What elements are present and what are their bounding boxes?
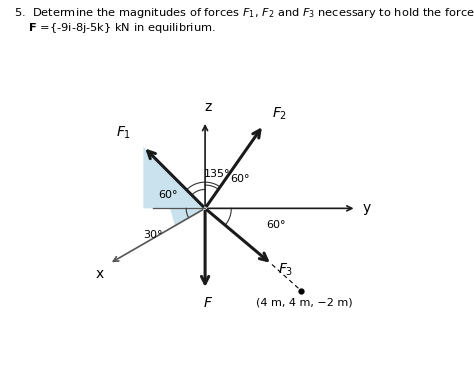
Text: 135°: 135° xyxy=(204,169,230,179)
Text: 30°: 30° xyxy=(143,230,163,240)
Polygon shape xyxy=(170,208,205,226)
Text: 60°: 60° xyxy=(158,190,177,200)
Text: (4 m, 4 m, −2 m): (4 m, 4 m, −2 m) xyxy=(255,298,352,308)
Text: z: z xyxy=(204,100,212,114)
Text: $F_2$: $F_2$ xyxy=(272,105,287,122)
Text: $F_1$: $F_1$ xyxy=(117,124,132,141)
Text: $\mathbf{F}$ ={-9i-8j-5k} kN in equilibrium.: $\mathbf{F}$ ={-9i-8j-5k} kN in equilibr… xyxy=(14,21,216,35)
Text: 5.  Determine the magnitudes of forces $F_1$, $F_2$ and $F_3$ necessary to hold : 5. Determine the magnitudes of forces $F… xyxy=(14,6,474,20)
Text: 60°: 60° xyxy=(266,220,286,230)
Text: 60°: 60° xyxy=(230,174,249,184)
Polygon shape xyxy=(143,147,205,208)
Text: y: y xyxy=(362,201,371,215)
Text: $F$: $F$ xyxy=(203,296,213,310)
Text: x: x xyxy=(95,266,103,280)
Text: $F_3$: $F_3$ xyxy=(278,262,293,278)
